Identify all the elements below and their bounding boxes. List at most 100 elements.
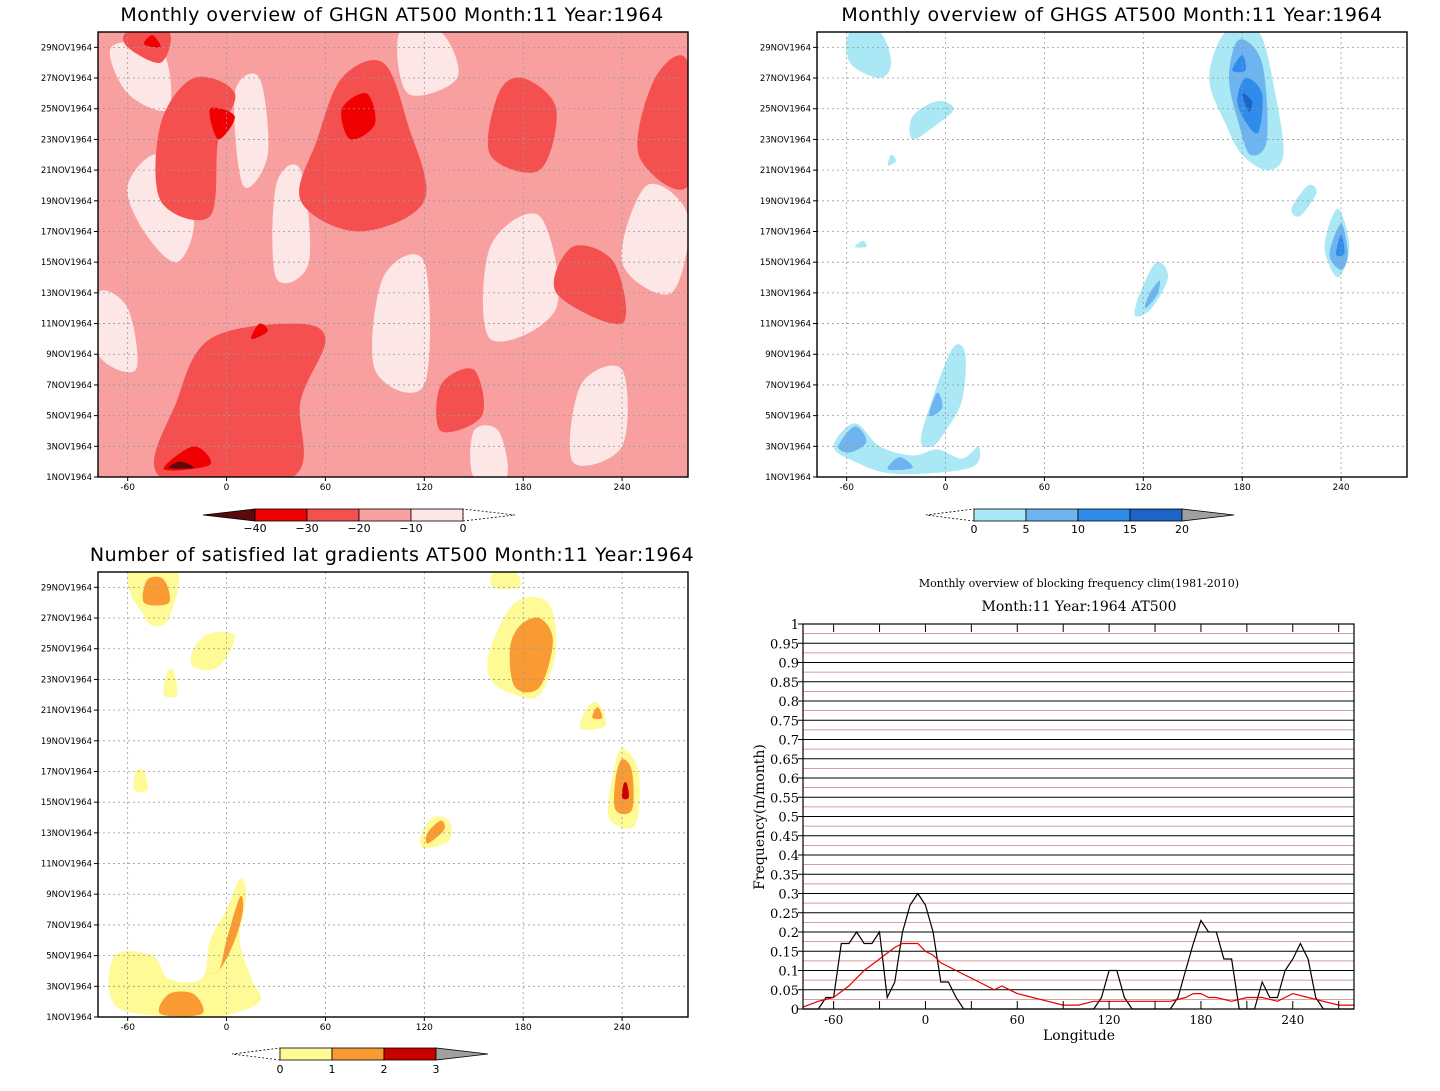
contour-region-level-1 xyxy=(838,426,867,453)
x-tick-label: 60 xyxy=(1039,483,1051,493)
y-tick-label: 0.15 xyxy=(770,945,799,960)
contour-region-level-3 xyxy=(621,183,688,295)
x-tick-label: -60 xyxy=(824,1013,843,1027)
contour-region-level-2 xyxy=(1336,234,1345,257)
x-tick-label: 180 xyxy=(1189,1013,1212,1027)
ghgn-contour-field xyxy=(98,32,688,477)
contour-region-level-0 xyxy=(909,100,954,140)
colorbar-segment xyxy=(383,1047,437,1061)
blocking-y-axis: 0 0.05 0.1 0.15 0.2 0.25 0.3 0.35 0.4 0.45 0.5 0.55… xyxy=(770,618,803,1018)
y-tick-label: 0.55 xyxy=(770,791,799,806)
y-tick-label: 3NOV1964 xyxy=(46,442,92,452)
x-tick-label: 240 xyxy=(1281,1013,1304,1027)
contour-region-level-3 xyxy=(372,254,431,393)
y-tick-label: 0.4 xyxy=(778,849,799,864)
y-tick-label: 9NOV1964 xyxy=(765,350,811,360)
y-tick-label: 29NOV1964 xyxy=(41,583,92,593)
contour-region-level-1 xyxy=(509,617,553,693)
x-tick-label: 120 xyxy=(416,483,433,493)
x-tick-label: 180 xyxy=(515,1023,532,1033)
ghgn-colorbar: −40 −30 −20 −10 0 xyxy=(202,508,516,535)
contour-region-level-3 xyxy=(234,73,269,188)
y-tick-label: 13NOV1964 xyxy=(760,289,811,299)
y-tick-label: 27NOV1964 xyxy=(41,74,92,84)
contour-region-level-1 xyxy=(553,245,627,325)
contour-region-level-0 xyxy=(846,32,892,78)
contour-region-level-3 xyxy=(482,213,559,342)
colorbar-segment xyxy=(1025,508,1079,522)
colorbar-label: 0 xyxy=(971,523,978,536)
y-tick-label: 5NOV1964 xyxy=(46,952,92,962)
y-tick-label: 27NOV1964 xyxy=(41,614,92,624)
y-tick-label: 0.2 xyxy=(778,926,799,941)
colorbar-label: 2 xyxy=(381,1063,388,1076)
ghgs-contour-field xyxy=(833,32,1350,475)
contour-region-level-0 xyxy=(163,668,178,698)
contour-region-level-1 xyxy=(487,77,557,173)
x-tick-label: 0 xyxy=(224,483,230,493)
x-tick-label: 60 xyxy=(1010,1013,1025,1027)
y-tick-label: 15NOV1964 xyxy=(41,258,92,268)
colorbar-segment xyxy=(410,508,464,522)
contour-region-level-3 xyxy=(98,290,138,373)
ghgs-grid xyxy=(817,32,1407,477)
contour-region-level-1 xyxy=(887,457,913,471)
gradients-x-axis: -60 0 60 120 180 240 xyxy=(120,1017,631,1033)
blocking-title: Monthly overview of blocking frequency c… xyxy=(919,577,1239,590)
contour-region-level-1 xyxy=(123,32,171,63)
x-tick-label: -60 xyxy=(839,483,854,493)
colorbar-label: −40 xyxy=(243,522,266,535)
y-tick-label: 13NOV1964 xyxy=(41,829,92,839)
contour-region-level-2 xyxy=(251,323,268,340)
colorbar-segment xyxy=(973,508,1027,522)
contour-region-level-2 xyxy=(143,35,161,48)
y-tick-label: 1NOV1964 xyxy=(46,473,92,483)
colorbar-segment xyxy=(358,508,412,522)
colorbar-segment xyxy=(279,1047,333,1061)
colorbar-right-triangle xyxy=(462,508,516,522)
contour-region-level-1 xyxy=(436,368,484,433)
contour-region-level-3 xyxy=(397,32,459,96)
y-tick-label: 0.35 xyxy=(770,868,799,883)
x-tick-label: 240 xyxy=(613,483,630,493)
ghgn-plot-frame xyxy=(97,31,689,478)
ghgs-colorbar: 0 5 10 15 20 xyxy=(925,508,1235,536)
colorbar-label: 10 xyxy=(1071,523,1085,536)
ghgn-title: Monthly overview of GHGN AT500 Month:11 … xyxy=(120,4,663,26)
x-tick-label: 180 xyxy=(1234,483,1251,493)
colorbar-label: −20 xyxy=(347,522,370,535)
contour-region-level-0 xyxy=(887,154,897,166)
y-tick-label: 9NOV1964 xyxy=(46,350,92,360)
y-tick-label: 25NOV1964 xyxy=(41,645,92,655)
y-tick-label: 7NOV1964 xyxy=(46,381,92,391)
y-tick-label: 21NOV1964 xyxy=(41,706,92,716)
colorbar-segment xyxy=(306,508,360,522)
y-tick-label: 0.9 xyxy=(778,657,799,672)
y-tick-label: 17NOV1964 xyxy=(41,227,92,237)
contour-region-level-0 xyxy=(490,572,522,590)
colorbar-right-triangle xyxy=(1181,508,1235,522)
ghgn-grid xyxy=(98,32,688,477)
y-tick-label: 0.85 xyxy=(770,676,799,691)
y-tick-label: 3NOV1964 xyxy=(765,442,811,452)
colorbar-label: −10 xyxy=(399,522,422,535)
contour-region-level-1 xyxy=(201,895,244,974)
y-tick-label: 19NOV1964 xyxy=(41,737,92,747)
contour-region-level-4 xyxy=(168,461,194,469)
y-tick-label: 0.45 xyxy=(770,830,799,845)
gradients-grid xyxy=(98,572,688,1017)
colorbar-label: 3 xyxy=(433,1063,440,1076)
y-tick-label: 23NOV1964 xyxy=(760,135,811,145)
y-tick-label: 0.1 xyxy=(778,965,799,980)
colorbar-segment xyxy=(1129,508,1183,522)
blocking-series xyxy=(802,892,1354,1010)
colorbar-label: −30 xyxy=(295,522,318,535)
x-tick-label: 240 xyxy=(1332,483,1349,493)
ghgs-panel: Monthly overview of GHGS AT500 Month:11 … xyxy=(760,4,1408,536)
contour-region-level-3 xyxy=(1242,93,1253,112)
colorbar-label: 5 xyxy=(1023,523,1030,536)
y-tick-label: 0 xyxy=(791,1003,799,1018)
x-tick-label: 0 xyxy=(922,1013,930,1027)
x-tick-label: 120 xyxy=(1135,483,1152,493)
blocking-frequency-panel: Monthly overview of blocking frequency c… xyxy=(752,577,1355,1044)
